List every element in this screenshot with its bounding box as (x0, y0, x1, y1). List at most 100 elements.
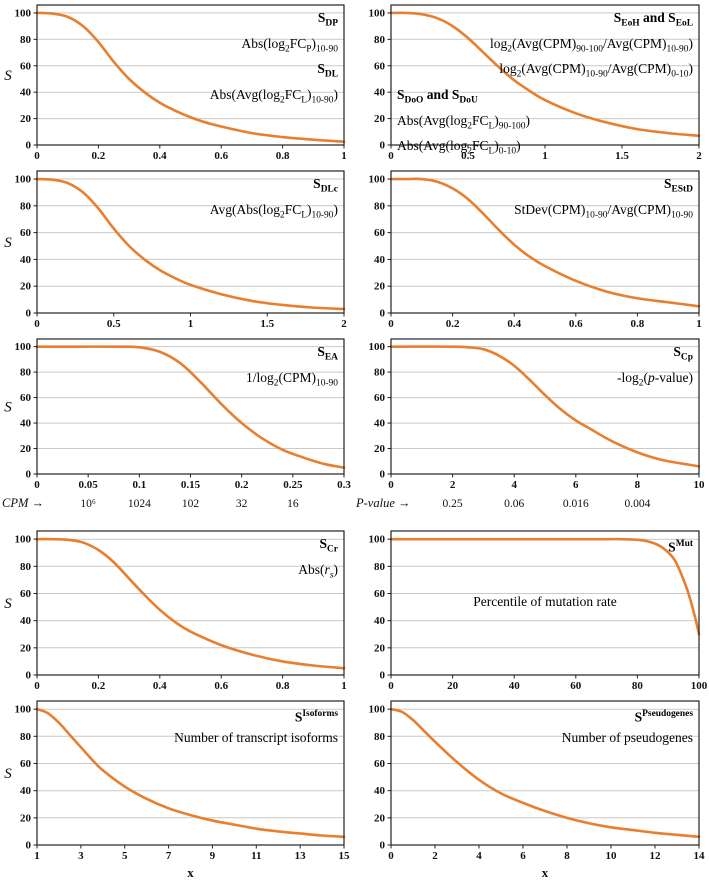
y-tick-label: 100 (369, 174, 386, 186)
x-tick-label: 0.25 (283, 479, 303, 491)
x-tick-label: 0.1 (132, 479, 146, 491)
x-tick-label: 0 (388, 479, 394, 491)
y-tick-label: 60 (20, 227, 32, 239)
x-tick-label: 0.2 (235, 479, 249, 491)
x-tick-label: 13 (295, 850, 307, 862)
x-tick-label: 10 (606, 850, 618, 862)
chart-panel-s-cr: 0 0.2 0.4 0.6 0.8 1 0 20 40 60 80 100 S SCr Abs(rs) (0, 526, 354, 696)
secondary-tick-label: 10⁶ (80, 498, 96, 510)
x-tick-label: 0.6 (214, 150, 228, 162)
y-tick-label: 40 (20, 87, 32, 99)
y-tick-label: 20 (20, 443, 32, 455)
x-tick-label: 5 (122, 850, 128, 862)
y-tick-label: 20 (20, 113, 32, 125)
y-tick-label: 80 (20, 367, 32, 379)
x-tick-label: 4 (511, 479, 517, 491)
x-tick-label: 0.2 (92, 150, 106, 162)
y-tick-label: 0 (26, 140, 32, 152)
x-tick-label: 0.05 (79, 479, 99, 491)
x-tick-label: 1 (341, 150, 347, 162)
secondary-tick-label: 0.25 (443, 498, 463, 510)
chart-panel-s-eoh-eol: 0 0.5 1 1.5 2 0 20 40 60 80 100 SEoH and SEoL log2(A… (354, 0, 709, 166)
y-tick-label: 60 (374, 227, 386, 239)
y-tick-label: 80 (374, 731, 386, 743)
y-tick-label: 80 (20, 34, 32, 46)
y-tick-label: 60 (374, 60, 386, 72)
x-tick-label: 1 (542, 150, 548, 162)
secondary-tick-label: 0.016 (563, 498, 589, 510)
y-tick-label: 40 (20, 254, 32, 266)
y-tick-label: 60 (20, 758, 32, 770)
x-tick-label: 1.5 (615, 150, 629, 162)
chart-panel-s-estd: 0 0.2 0.4 0.6 0.8 1 0 20 40 60 80 100 SEStD StDev(CPM… (354, 166, 709, 334)
x-tick-label: 0 (34, 150, 40, 162)
x-tick-label: 0.8 (276, 150, 290, 162)
y-tick-label: 100 (369, 341, 386, 353)
x-tick-label: 0.2 (446, 318, 460, 330)
x-tick-label: 6 (573, 479, 579, 491)
y-tick-label: 0 (26, 670, 32, 682)
y-tick-label: 60 (20, 392, 32, 404)
secondary-tick-label: 0.004 (624, 498, 650, 510)
x-tick-label: 0.2 (92, 680, 106, 692)
chart-panel-s-dp-dl: 0 0.2 0.4 0.6 0.8 1 0 20 40 60 80 100 S SDP Abs(log2FC… (0, 0, 354, 166)
y-tick-label: 80 (374, 561, 386, 573)
y-tick-label: 40 (374, 615, 386, 627)
y-tick-label: 0 (380, 469, 386, 481)
y-tick-label: 20 (374, 642, 386, 654)
y-tick-label: 100 (15, 704, 32, 716)
x-tick-label: 0.8 (276, 680, 290, 692)
y-axis-label: S (4, 766, 12, 782)
plot-frame (390, 530, 700, 676)
y-axis-label: S (4, 235, 12, 251)
y-tick-label: 40 (374, 87, 386, 99)
x-axis-label: x (542, 865, 549, 880)
plot-frame (36, 4, 345, 146)
curve-s-mut (389, 537, 701, 636)
x-tick-label: 8 (635, 479, 641, 491)
y-tick-label: 0 (26, 308, 32, 320)
y-tick-label: 40 (20, 418, 32, 430)
x-tick-label: 0 (388, 850, 394, 862)
x-tick-label: 0.15 (181, 479, 201, 491)
y-tick-label: 0 (380, 308, 386, 320)
y-tick-label: 20 (374, 812, 386, 824)
x-tick-label: 0 (388, 318, 394, 330)
y-tick-label: 80 (20, 200, 32, 212)
x-tick-label: 1 (34, 850, 40, 862)
curve-s-pseudogenes (389, 707, 701, 839)
x-tick-label: 2 (696, 150, 702, 162)
secondary-axis-label: CPM → (2, 496, 44, 510)
y-tick-label: 0 (26, 840, 32, 852)
x-tick-label: 12 (650, 850, 662, 862)
secondary-tick-label: 0.06 (504, 498, 524, 510)
x-tick-label: 40 (509, 680, 521, 692)
chart-svg-s-dp-dl: 0 0.2 0.4 0.6 0.8 1 0 20 40 60 80 100 S (4, 4, 347, 162)
x-tick-label: 8 (564, 850, 570, 862)
x-tick-label: 20 (447, 680, 459, 692)
secondary-tick-label: 102 (182, 498, 200, 510)
chart-panel-s-ea: 0 0.05 0.1 0.15 0.2 0.25 0.3 0 20 40 60 80 100 S CPM →… (0, 334, 354, 526)
plot-frame (390, 700, 700, 846)
secondary-tick-label: 1024 (128, 498, 151, 510)
y-tick-label: 40 (20, 785, 32, 797)
x-tick-label: 0.5 (107, 318, 121, 330)
chart-panel-s-cp: 0 2 4 6 8 10 0 20 40 60 80 100 P-value → 0.25 0.06 0.01… (354, 334, 709, 526)
y-tick-label: 100 (369, 7, 386, 19)
x-tick-label: 0.5 (461, 150, 475, 162)
y-tick-label: 60 (374, 392, 386, 404)
curve-s-cr (35, 537, 346, 670)
secondary-tick-label: 16 (287, 498, 299, 510)
curve-s-dlc (35, 177, 346, 311)
y-tick-label: 20 (20, 281, 32, 293)
plot-frame (390, 4, 700, 146)
curve-s-isoforms (35, 707, 346, 839)
chart-panel-s-mut: 0 20 40 60 80 100 0 20 40 60 80 100 SMut Percentile o… (354, 526, 709, 696)
curve-s-cp (389, 345, 701, 468)
chart-svg-s-cr: 0 0.2 0.4 0.6 0.8 1 0 20 40 60 80 100 S (4, 530, 347, 692)
x-tick-label: 2 (450, 479, 456, 491)
x-tick-label: 15 (339, 850, 351, 862)
y-tick-label: 20 (20, 812, 32, 824)
